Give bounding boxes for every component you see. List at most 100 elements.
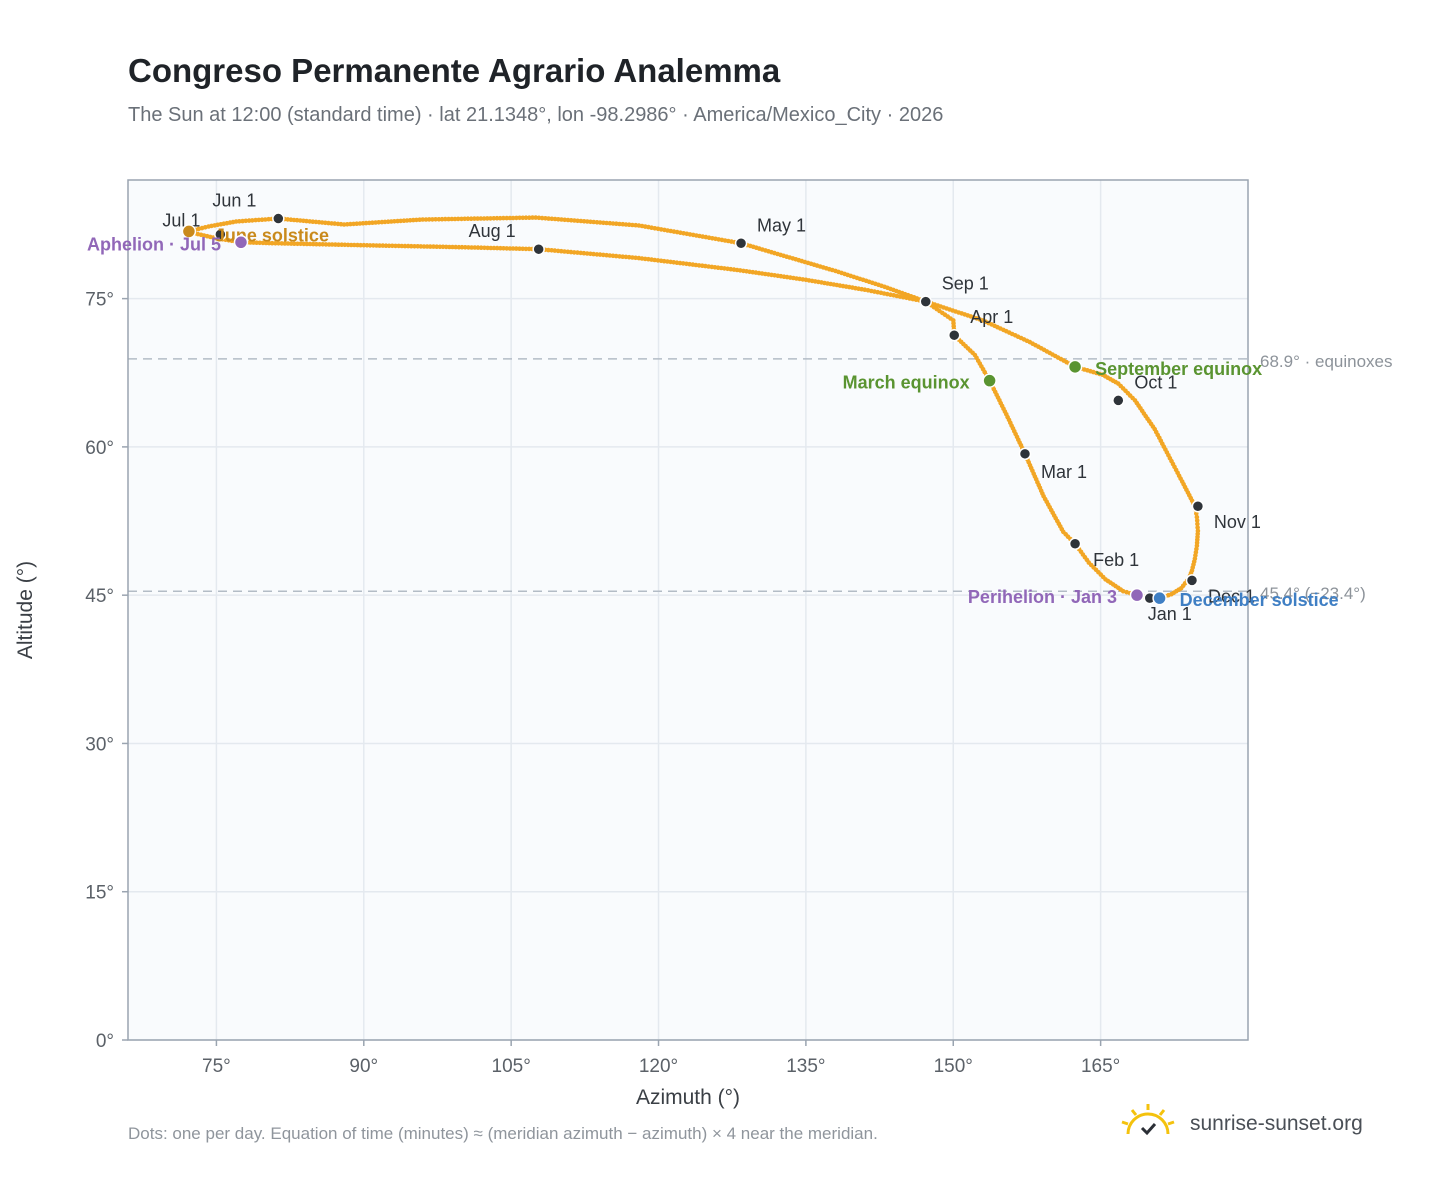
month-marker-label: Dec 1 bbox=[1208, 586, 1255, 606]
daily-sun-dot bbox=[562, 249, 567, 254]
daily-sun-dot bbox=[307, 241, 313, 247]
daily-sun-dot bbox=[266, 216, 271, 222]
daily-sun-dot bbox=[412, 244, 417, 249]
daily-sun-dot bbox=[253, 217, 258, 223]
month-marker bbox=[1068, 537, 1082, 551]
daily-sun-dot bbox=[443, 216, 448, 222]
daily-sun-dot bbox=[342, 242, 348, 248]
event-marker bbox=[233, 235, 249, 250]
daily-sun-dot bbox=[539, 215, 545, 221]
daily-sun-dot bbox=[336, 242, 341, 247]
daily-sun-dot bbox=[246, 218, 252, 223]
daily-sun-dot bbox=[428, 244, 433, 249]
sun-check-icon bbox=[1121, 1104, 1175, 1136]
daily-sun-dot bbox=[240, 218, 245, 224]
daily-sun-dot bbox=[472, 245, 478, 250]
daily-sun-dot bbox=[304, 241, 310, 247]
daily-sun-dot bbox=[514, 246, 519, 251]
daily-sun-dot bbox=[523, 246, 529, 252]
daily-sun-dot bbox=[633, 255, 638, 261]
daily-sun-dot bbox=[565, 217, 571, 223]
daily-sun-dot bbox=[571, 250, 577, 255]
brand-name[interactable]: sunrise-sunset.org bbox=[1190, 1112, 1363, 1135]
x-tick-label: 105° bbox=[492, 1056, 531, 1077]
event-markers: March equinox September equinox June solst… bbox=[87, 224, 1339, 610]
reference-line-label: 45.4° (−23.4°) bbox=[1260, 584, 1366, 603]
daily-sun-dot bbox=[399, 243, 405, 249]
x-tick-label: 90° bbox=[349, 1056, 378, 1077]
daily-sun-dot bbox=[358, 242, 363, 248]
daily-sun-dot bbox=[485, 216, 490, 221]
daily-sun-dot bbox=[259, 217, 265, 222]
daily-sun-dot bbox=[421, 244, 427, 249]
month-marker bbox=[1191, 499, 1205, 513]
daily-sun-dot bbox=[439, 216, 445, 222]
daily-sun-dot bbox=[452, 216, 458, 222]
daily-sun-dot bbox=[455, 216, 461, 222]
daily-sun-dot bbox=[607, 220, 613, 226]
y-tick-label: 75° bbox=[85, 290, 114, 311]
daily-sun-dot bbox=[393, 243, 398, 249]
daily-sun-dot bbox=[601, 252, 606, 258]
month-marker-label: May 1 bbox=[757, 215, 806, 235]
daily-sun-dot bbox=[377, 243, 382, 248]
month-marker bbox=[1112, 394, 1125, 407]
daily-sun-dot bbox=[581, 250, 587, 256]
daily-sun-dot bbox=[526, 246, 532, 252]
daily-sun-dot bbox=[434, 244, 440, 249]
x-axis-title: Azimuth (°) bbox=[636, 1086, 740, 1109]
daily-sun-dot bbox=[481, 216, 487, 221]
daily-sun-dot bbox=[497, 215, 503, 221]
y-tick-label: 15° bbox=[85, 883, 114, 904]
x-tick-label: 165° bbox=[1081, 1056, 1120, 1077]
event-marker bbox=[1067, 359, 1083, 375]
y-tick-label: 60° bbox=[85, 438, 114, 459]
daily-sun-dot bbox=[440, 244, 446, 250]
daily-sun-dot bbox=[282, 241, 288, 246]
daily-sun-dot bbox=[418, 244, 424, 249]
daily-sun-dot bbox=[613, 253, 619, 259]
daily-sun-dot bbox=[390, 243, 395, 249]
event-label: June solstice bbox=[215, 225, 329, 245]
daily-sun-dot bbox=[361, 242, 367, 248]
daily-sun-dot bbox=[446, 216, 451, 222]
daily-sun-dot bbox=[472, 216, 477, 221]
daily-sun-dot bbox=[345, 242, 351, 248]
daily-sun-dot bbox=[1194, 514, 1200, 520]
daily-sun-dot bbox=[520, 215, 526, 221]
daily-sun-dot bbox=[478, 245, 484, 250]
event-label: December solstice bbox=[1180, 590, 1339, 610]
daily-sun-dot bbox=[517, 246, 522, 251]
event-label: March equinox bbox=[843, 373, 970, 393]
daily-sun-dot bbox=[510, 215, 516, 221]
daily-sun-dot bbox=[409, 243, 414, 249]
daily-sun-dot bbox=[329, 242, 335, 247]
daily-sun-dot bbox=[449, 216, 455, 222]
daily-sun-dot bbox=[488, 245, 494, 251]
daily-sun-dot bbox=[436, 217, 442, 222]
daily-sun-dot bbox=[371, 243, 376, 248]
daily-sun-dot bbox=[257, 240, 263, 246]
daily-sun-dot bbox=[552, 216, 558, 222]
daily-sun-dot bbox=[482, 245, 487, 251]
daily-sun-dot bbox=[494, 245, 500, 251]
daily-sun-dot bbox=[453, 244, 459, 250]
daily-sun-dot bbox=[459, 244, 465, 250]
daily-sun-dot bbox=[426, 217, 432, 222]
month-marker bbox=[214, 228, 227, 241]
daily-sun-dot bbox=[443, 244, 449, 250]
month-marker-label: Apr 1 bbox=[970, 307, 1013, 327]
brand[interactable]: sunrise-sunset.org bbox=[1118, 1100, 1418, 1150]
daily-sun-dot bbox=[594, 220, 600, 225]
reference-lines: 68.9° · equinoxes 45.4° (−23.4°) bbox=[128, 352, 1393, 603]
daily-sun-dot bbox=[459, 216, 464, 222]
daily-sun-dot bbox=[520, 246, 525, 252]
daily-sun-dot bbox=[475, 245, 481, 250]
month-marker-label: Feb 1 bbox=[1093, 550, 1139, 570]
daily-sun-dot bbox=[276, 241, 281, 246]
daily-sun-dot bbox=[380, 243, 386, 248]
daily-sun-dot bbox=[485, 245, 490, 251]
month-marker bbox=[1018, 447, 1032, 461]
month-marker-label: Aug 1 bbox=[469, 221, 516, 241]
y-tick-label: 45° bbox=[85, 586, 114, 607]
